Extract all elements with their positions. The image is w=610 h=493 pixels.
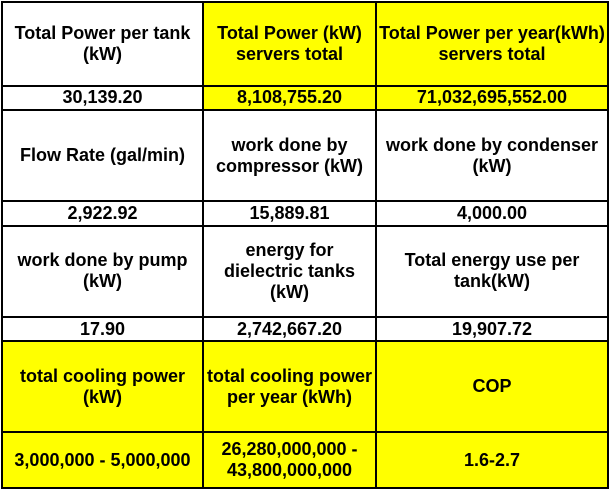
total-power-per-year-label: Total Power per year(kWh) servers total bbox=[375, 1, 609, 87]
table-row: 30,139.20 8,108,755.20 71,032,695,552.00 bbox=[1, 84, 609, 112]
flow-rate-value: 2,922.92 bbox=[1, 200, 204, 227]
total-energy-per-tank-label: Total energy use per tank(kW) bbox=[375, 224, 609, 318]
flow-rate-label: Flow Rate (gal/min) bbox=[1, 109, 204, 203]
cop-value: 1.6-2.7 bbox=[375, 431, 609, 489]
total-energy-per-tank-value: 19,907.72 bbox=[375, 315, 609, 343]
cop-label: COP bbox=[375, 340, 609, 434]
pump-work-value: 17.90 bbox=[1, 315, 204, 343]
pump-work-label: work done by pump (kW) bbox=[1, 224, 204, 318]
table-row: work done by pump (kW) energy for dielec… bbox=[1, 224, 609, 318]
total-power-per-tank-label: Total Power per tank (kW) bbox=[1, 1, 204, 87]
total-cooling-power-value: 3,000,000 - 5,000,000 bbox=[1, 431, 204, 489]
table-row: Total Power per tank (kW) Total Power (k… bbox=[1, 1, 609, 87]
total-power-per-year-value: 71,032,695,552.00 bbox=[375, 84, 609, 112]
table-row: total cooling power (kW) total cooling p… bbox=[1, 340, 609, 434]
condenser-work-value: 4,000.00 bbox=[375, 200, 609, 227]
table-row: 3,000,000 - 5,000,000 26,280,000,000 - 4… bbox=[1, 431, 609, 489]
table-row: Flow Rate (gal/min) work done by compres… bbox=[1, 109, 609, 203]
compressor-work-label: work done by compressor (kW) bbox=[202, 109, 377, 203]
table-row: 2,922.92 15,889.81 4,000.00 bbox=[1, 200, 609, 227]
total-cooling-power-label: total cooling power (kW) bbox=[1, 340, 204, 434]
total-power-per-tank-value: 30,139.20 bbox=[1, 84, 204, 112]
condenser-work-label: work done by condenser (kW) bbox=[375, 109, 609, 203]
table-row: 17.90 2,742,667.20 19,907.72 bbox=[1, 315, 609, 343]
dielectric-tanks-energy-value: 2,742,667.20 bbox=[202, 315, 377, 343]
dielectric-tanks-energy-label: energy for dielectric tanks (kW) bbox=[202, 224, 377, 318]
total-power-servers-value: 8,108,755.20 bbox=[202, 84, 377, 112]
compressor-work-value: 15,889.81 bbox=[202, 200, 377, 227]
total-cooling-power-per-year-value: 26,280,000,000 - 43,800,000,000 bbox=[202, 431, 377, 489]
total-power-servers-label: Total Power (kW) servers total bbox=[202, 1, 377, 87]
total-cooling-power-per-year-label: total cooling power per year (kWh) bbox=[202, 340, 377, 434]
